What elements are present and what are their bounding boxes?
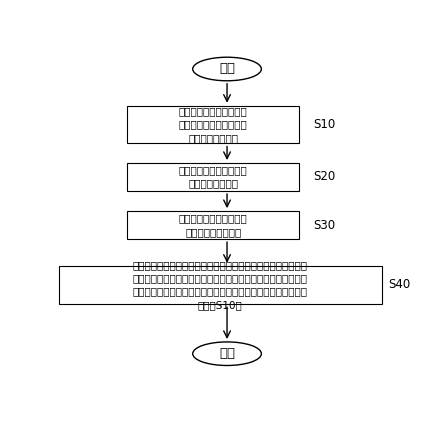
Text: 在未获得所述视力检测结果的情况下，获取针对所述遥控指令的
下一激光指引位置，所述下一激光指引位置与所述初始激光指引
位置不同，将所述下一激光指引位置作为初始激光: 在未获得所述视力检测结果的情况下，获取针对所述遥控指令的 下一激光指引位置，所述… — [132, 260, 308, 310]
Text: 基于所述遥控指令判断是
否获得视力检测结果: 基于所述遥控指令判断是 否获得视力检测结果 — [179, 213, 248, 237]
Text: S20: S20 — [313, 170, 335, 184]
Ellipse shape — [193, 342, 261, 366]
Text: S10: S10 — [313, 118, 335, 131]
Text: S30: S30 — [313, 218, 335, 232]
FancyBboxPatch shape — [128, 211, 299, 239]
Text: 获取针对所述初始激光指
引位置的遥控指令: 获取针对所述初始激光指 引位置的遥控指令 — [179, 165, 248, 189]
FancyBboxPatch shape — [128, 106, 299, 144]
Text: 结束: 结束 — [219, 347, 235, 360]
Text: 开始: 开始 — [219, 62, 235, 76]
FancyBboxPatch shape — [59, 266, 381, 304]
FancyBboxPatch shape — [128, 163, 299, 191]
Text: 确定初始激光指引位置，
对所述初始激光指引位置
执行激光指引操作: 确定初始激光指引位置， 对所述初始激光指引位置 执行激光指引操作 — [179, 106, 248, 143]
Ellipse shape — [193, 57, 261, 81]
Text: S40: S40 — [389, 278, 411, 292]
